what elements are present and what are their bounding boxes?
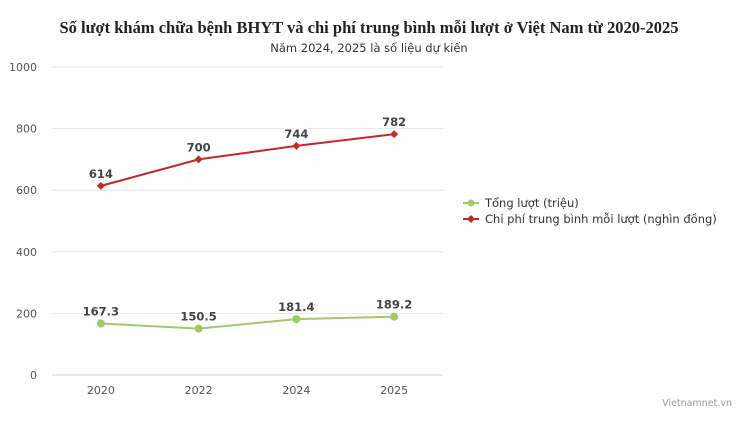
- credits-link[interactable]: Vietnamnet.vn: [662, 398, 732, 409]
- data-point-diamond[interactable]: [194, 155, 203, 164]
- x-tick-label: 2020: [87, 384, 115, 397]
- x-axis: 2020 2022 2024 2025: [87, 384, 408, 397]
- diamond-marker-icon: [463, 215, 479, 223]
- series-line: [100, 133, 395, 187]
- data-point-circle[interactable]: [292, 315, 301, 324]
- data-point-circle[interactable]: [390, 312, 399, 321]
- x-tick-label: 2022: [185, 384, 213, 397]
- y-tick-label: 400: [16, 246, 37, 259]
- x-tick-label: 2025: [380, 384, 408, 397]
- data-point-circle[interactable]: [194, 324, 203, 333]
- data-label: 614: [89, 167, 113, 181]
- y-tick-label: 1000: [9, 61, 37, 74]
- legend-label: Chi phí trung bình mỗi lượt (nghìn đồng): [485, 212, 717, 226]
- x-tick-label: 2024: [282, 384, 310, 397]
- data-label: 167.3: [83, 304, 119, 318]
- y-tick-label: 800: [16, 123, 37, 136]
- data-label: 150.5: [180, 310, 216, 324]
- data-label: 700: [187, 140, 211, 154]
- legend-item-total-visits[interactable]: Tổng lượt (triệu): [463, 195, 717, 211]
- data-label: 782: [382, 115, 406, 129]
- series-average-cost[interactable]: [96, 130, 399, 190]
- data-point-diamond[interactable]: [96, 181, 105, 190]
- y-tick-label: 0: [30, 369, 37, 382]
- data-point-diamond[interactable]: [292, 141, 301, 150]
- y-axis: 0 200 400 600 800 1000: [9, 61, 37, 382]
- legend-item-average-cost[interactable]: Chi phí trung bình mỗi lượt (nghìn đồng): [463, 211, 717, 227]
- series-line: [100, 315, 395, 330]
- data-point-diamond[interactable]: [390, 130, 399, 139]
- series-total-visits[interactable]: [96, 312, 399, 333]
- y-tick-label: 200: [16, 307, 37, 320]
- legend: Tổng lượt (triệu) Chi phí trung bình mỗi…: [463, 195, 717, 227]
- legend-label: Tổng lượt (triệu): [485, 196, 579, 210]
- y-tick-label: 600: [16, 184, 37, 197]
- data-labels: 167.3 150.5 181.4 189.2 614 700 744 782: [81, 114, 413, 325]
- chart-subtitle: Năm 2024, 2025 là số liệu dự kiến: [270, 41, 468, 55]
- chart-title: Số lượt khám chữa bệnh BHYT và chi phí t…: [59, 18, 679, 37]
- data-label: 181.4: [278, 300, 314, 314]
- data-label: 744: [284, 127, 308, 141]
- circle-marker-icon: [463, 199, 479, 207]
- data-label: 189.2: [376, 298, 412, 312]
- gridlines: [52, 66, 443, 376]
- data-point-circle[interactable]: [96, 319, 105, 328]
